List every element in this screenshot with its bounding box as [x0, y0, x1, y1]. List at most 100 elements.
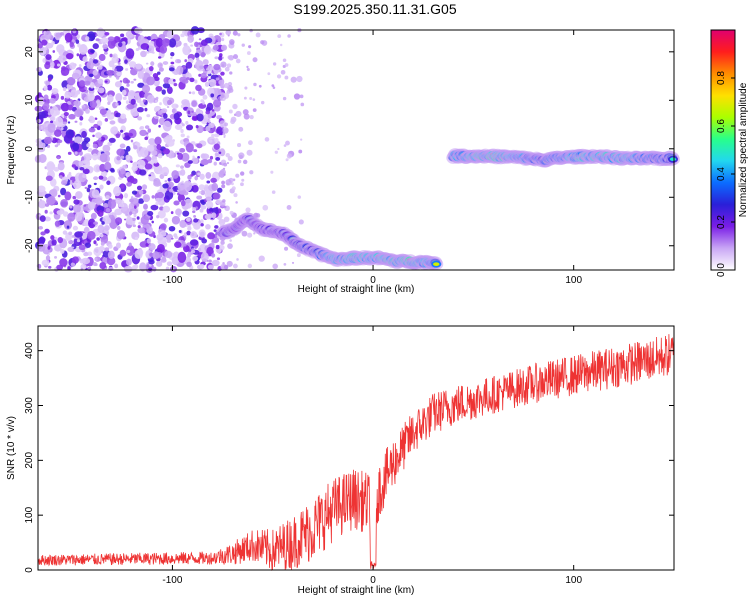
noise-blob	[187, 252, 192, 258]
noise-blob	[68, 231, 73, 236]
noise-blob	[221, 180, 226, 185]
noise-blob	[155, 85, 163, 92]
noise-blob	[279, 43, 283, 47]
noise-blob	[189, 77, 195, 83]
noise-blob	[129, 198, 134, 203]
noise-blob	[122, 37, 128, 42]
noise-blob	[284, 63, 289, 67]
noise-blob	[235, 110, 242, 117]
noise-blob	[237, 143, 242, 148]
noise-blob	[186, 135, 190, 139]
noise-blob	[202, 59, 209, 65]
noise-blob	[226, 162, 229, 165]
figure-title: S199.2025.350.11.31.G05	[293, 1, 456, 17]
noise-blob	[207, 64, 213, 72]
noise-blob	[226, 260, 233, 267]
noise-blob	[219, 120, 226, 127]
noise-blob	[116, 148, 125, 156]
noise-blob	[78, 80, 86, 87]
noise-blob	[161, 166, 170, 176]
noise-blob	[157, 110, 163, 116]
noise-blob	[54, 144, 59, 148]
noise-blob	[195, 125, 199, 129]
noise-blob	[248, 140, 253, 146]
noise-blob	[282, 96, 287, 101]
noise-blob	[148, 267, 153, 272]
noise-blob	[176, 69, 179, 73]
snr-x-label: Height of straight line (km)	[298, 585, 415, 596]
noise-blob	[299, 94, 304, 99]
noise-blob	[260, 100, 265, 105]
noise-blob	[175, 45, 178, 48]
noise-blob	[143, 203, 148, 210]
noise-blob	[99, 152, 108, 163]
noise-blob	[92, 134, 95, 138]
noise-blob	[86, 187, 91, 193]
noise-blob	[133, 213, 137, 218]
noise-blob	[140, 215, 149, 225]
noise-blob	[42, 102, 50, 110]
noise-blob	[229, 71, 233, 75]
noise-blob	[120, 129, 124, 133]
noise-blob	[164, 250, 173, 259]
noise-blob	[277, 147, 280, 151]
noise-blob	[132, 111, 139, 117]
noise-blob	[104, 31, 110, 36]
noise-blob	[96, 120, 103, 127]
noise-blob	[298, 149, 303, 154]
noise-blob	[163, 77, 170, 84]
noise-blob	[296, 75, 303, 83]
noise-blob	[157, 153, 163, 159]
noise-blob	[63, 115, 68, 119]
noise-blob	[49, 106, 53, 109]
noise-blob	[59, 32, 64, 36]
noise-blob	[125, 68, 129, 71]
noise-blob	[142, 194, 151, 203]
noise-blob	[84, 137, 91, 143]
noise-blob	[65, 52, 74, 60]
noise-blob	[99, 233, 104, 238]
noise-blob	[149, 252, 154, 257]
noise-blob	[214, 137, 219, 143]
noise-blob	[84, 186, 88, 190]
noise-blob	[83, 204, 87, 207]
noise-blob	[64, 91, 72, 99]
noise-blob	[66, 77, 76, 86]
noise-blob	[156, 191, 165, 199]
noise-blob	[90, 212, 97, 220]
noise-blob	[162, 120, 172, 132]
noise-blob	[44, 203, 50, 207]
noise-blob	[128, 61, 137, 68]
noise-blob	[116, 230, 126, 240]
noise-blob	[78, 160, 83, 166]
noise-blob	[68, 113, 76, 120]
spectrogram-y-tick-label: 10	[24, 94, 35, 106]
noise-blob	[67, 266, 71, 271]
noise-blob	[181, 152, 190, 162]
noise-blob	[107, 113, 115, 120]
noise-blob	[145, 225, 150, 230]
noise-blob	[241, 43, 245, 47]
noise-blob	[97, 78, 104, 84]
noise-blob	[37, 111, 47, 119]
noise-blob	[92, 262, 97, 267]
noise-blob	[89, 82, 95, 89]
noise-blob	[87, 201, 96, 210]
noise-blob	[177, 182, 186, 191]
noise-blob	[148, 243, 156, 251]
noise-blob	[168, 225, 176, 232]
noise-blob	[216, 257, 221, 261]
spectrogram-x-tick-label: -100	[162, 275, 182, 286]
noise-blob	[182, 45, 191, 56]
noise-blob	[54, 236, 58, 241]
noise-blob	[206, 102, 214, 111]
noise-blob	[76, 239, 81, 243]
noise-blob	[44, 209, 48, 214]
noise-blob	[74, 109, 83, 118]
noise-blob	[210, 242, 215, 247]
noise-blob	[99, 60, 102, 64]
noise-blob	[200, 99, 205, 103]
noise-blob	[151, 149, 158, 156]
noise-blob	[46, 161, 55, 172]
spectrogram-frame	[37, 29, 675, 271]
